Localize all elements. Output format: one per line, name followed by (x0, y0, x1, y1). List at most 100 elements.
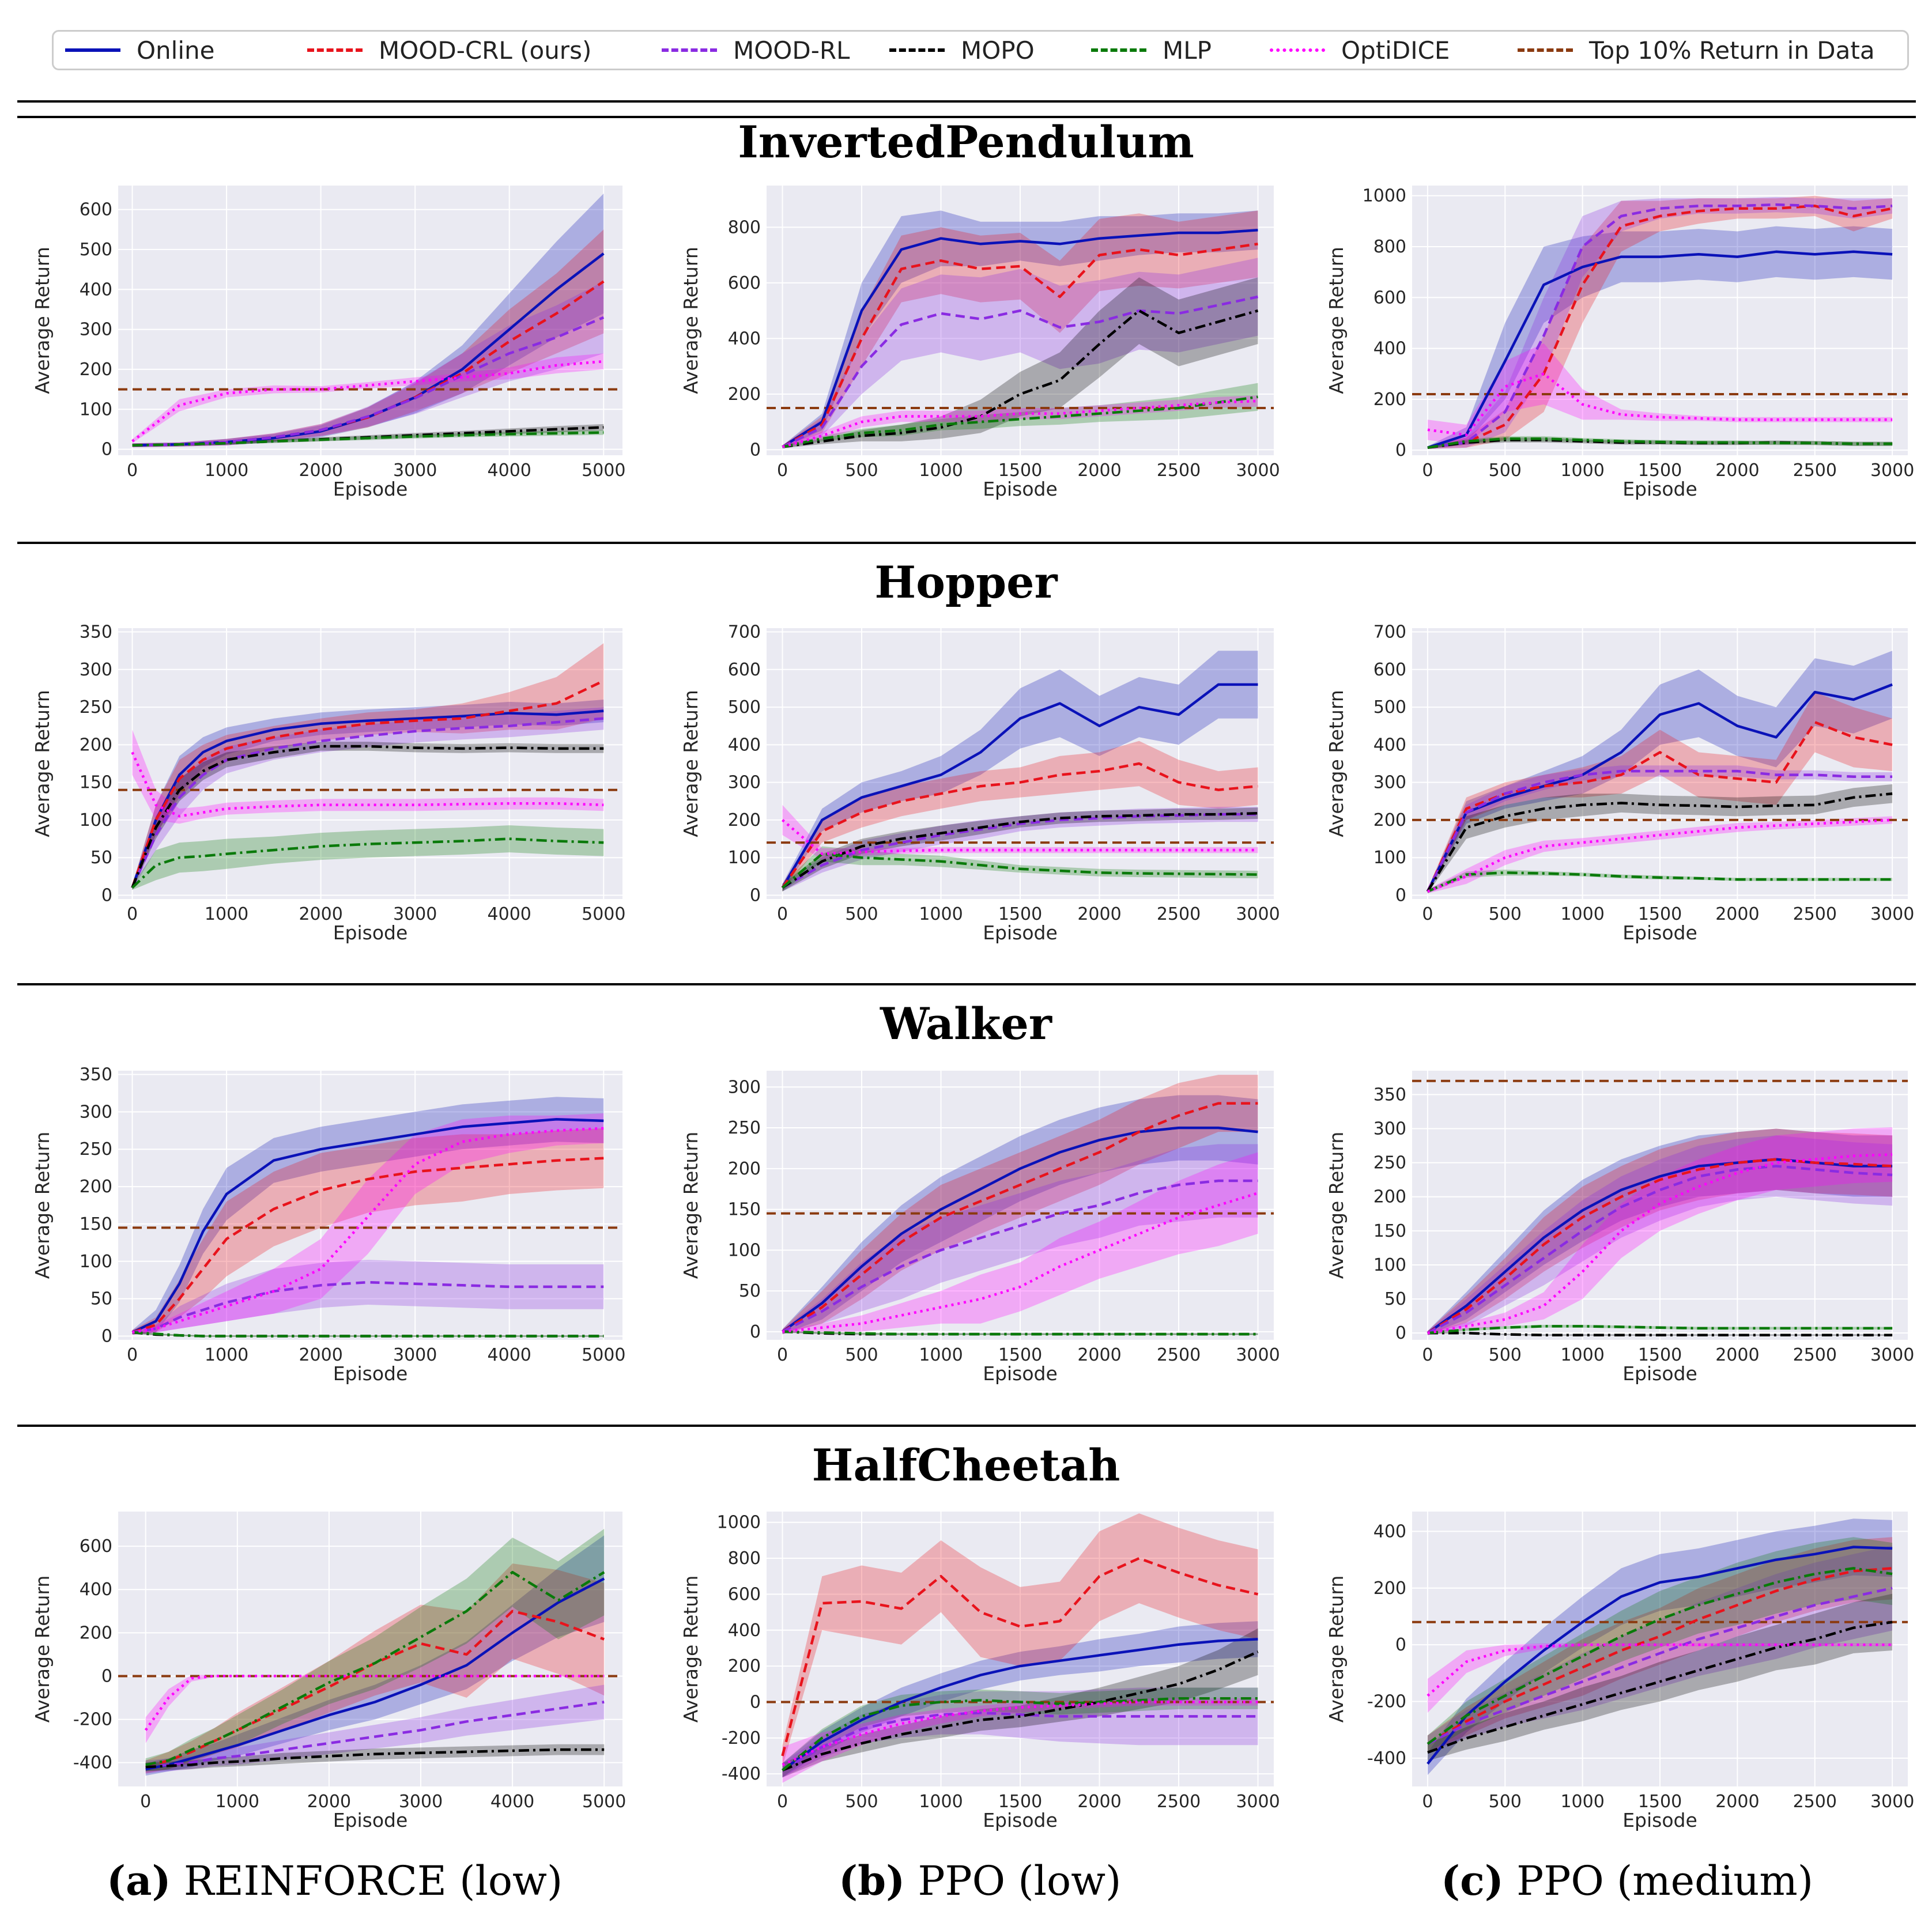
line-mlp (782, 1697, 1258, 1771)
x-tick-label: 3000 (1236, 1792, 1280, 1812)
band-online (1427, 651, 1893, 894)
top-rule-2 (17, 116, 1916, 118)
legend-item-optidice: OptiDICE (1270, 32, 1450, 69)
line-mlp (1427, 1325, 1893, 1335)
caption-b-letter: (b) (839, 1857, 905, 1905)
y-tick-label: 350 (80, 1064, 112, 1085)
caption-b: (b) PPO (low) (839, 1857, 1121, 1905)
line-mlp (1427, 871, 1893, 893)
x-tick-label: 3000 (393, 460, 437, 481)
y-tick-label: 400 (728, 1620, 761, 1641)
band-mood-crl-ours (782, 1075, 1258, 1335)
y-axis-label: Average Return (31, 1576, 54, 1723)
x-tick-label: 0 (1422, 460, 1433, 481)
y-tick-label: 350 (80, 622, 112, 643)
y-tick-label: 400 (1373, 1521, 1406, 1542)
line-mopo (1426, 792, 1893, 893)
x-tick-label: 1000 (205, 904, 248, 924)
y-tick-label: 200 (728, 1159, 761, 1179)
y-tick-label: 150 (728, 1200, 761, 1220)
legend-item-mood-crl-ours: MOOD-CRL (ours) (307, 32, 591, 69)
y-tick-label: -200 (1367, 1691, 1406, 1712)
x-axis-label: Episode (333, 1809, 408, 1831)
line-mood-rl (782, 1179, 1258, 1333)
y-tick-label: 600 (728, 1584, 761, 1604)
x-tick-label: 1500 (998, 904, 1042, 924)
x-tick-label: 1000 (919, 904, 963, 924)
x-tick-label: 4000 (488, 1345, 531, 1365)
x-tick-label: 1500 (1638, 904, 1682, 924)
band-optidice (132, 1113, 604, 1335)
band-optidice (1427, 1643, 1893, 1713)
y-tick-label: 500 (1373, 697, 1406, 717)
line-optidice (1427, 818, 1893, 893)
x-tick-label: 2500 (1793, 1792, 1837, 1812)
band-mood-rl (1427, 1135, 1893, 1335)
x-tick-label: 500 (845, 904, 878, 924)
band-mlp (145, 1529, 605, 1771)
line-mood-crl-ours (1427, 1567, 1893, 1746)
y-tick-label: 800 (728, 1548, 761, 1569)
x-tick-label: 2000 (1715, 460, 1759, 481)
x-tick-label: 4000 (488, 904, 531, 924)
x-tick-label: 1500 (998, 1345, 1042, 1365)
y-tick-label: 1000 (1363, 186, 1406, 206)
caption-a: (a) REINFORCE (low) (107, 1857, 563, 1905)
caption-c: (c) PPO (medium) (1441, 1857, 1813, 1905)
band-mood-crl-ours (145, 1563, 605, 1774)
band-mopo (132, 424, 604, 447)
band-optidice (782, 804, 1258, 860)
line-mlp (1427, 437, 1893, 449)
x-tick-label: 3000 (1236, 904, 1280, 924)
line-mlp (782, 1330, 1258, 1336)
x-tick-label: 2000 (1077, 904, 1121, 924)
y-tick-label: 0 (101, 885, 112, 905)
line-mood-rl (1426, 769, 1893, 892)
x-tick-label: 1500 (1638, 460, 1682, 481)
y-tick-label: -200 (73, 1710, 112, 1730)
legend-label-mopo: MOPO (961, 36, 1035, 65)
band-online (1427, 1128, 1893, 1335)
x-tick-label: 2000 (299, 1345, 342, 1365)
y-tick-label: 600 (80, 1536, 112, 1557)
x-tick-label: 1500 (1638, 1345, 1682, 1365)
x-tick-label: 3000 (1870, 460, 1914, 481)
y-tick-label: 0 (750, 1692, 761, 1712)
line-mood-crl-ours (1427, 1158, 1893, 1335)
line-online (782, 1126, 1258, 1333)
x-axis-label: Episode (333, 1362, 408, 1385)
line-mood-crl-ours (131, 679, 605, 889)
y-tick-label: 50 (739, 1281, 761, 1301)
band-mood-rl (1427, 765, 1893, 894)
x-tick-label: 2500 (1157, 460, 1201, 481)
line-optidice (782, 399, 1258, 448)
y-tick-label: 100 (1373, 1255, 1406, 1275)
band-optidice (1427, 343, 1893, 445)
line-mood-rl (782, 1711, 1258, 1771)
x-tick-label: 0 (127, 460, 138, 481)
line-mlp (145, 1570, 605, 1766)
y-tick-label: 400 (1373, 339, 1406, 359)
plot-area (118, 1071, 622, 1340)
y-tick-label: 150 (80, 773, 112, 793)
band-mood-rl (132, 1260, 604, 1335)
y-tick-label: 300 (80, 1102, 112, 1122)
legend-item-mlp: MLP (1091, 32, 1212, 69)
band-mlp (1427, 1325, 1893, 1335)
line-mood-rl (782, 295, 1258, 448)
band-mopo (1427, 1593, 1893, 1761)
legend-label-mood-rl: MOOD-RL (733, 36, 850, 65)
y-tick-label: 400 (80, 1580, 112, 1600)
band-mood-rl (782, 1144, 1258, 1335)
x-tick-label: 1000 (919, 1792, 963, 1812)
legend-item-mopo: MOPO (889, 32, 1035, 69)
x-tick-label: 2000 (1077, 1792, 1121, 1812)
legend: Online MOOD-CRL (ours) MOOD-RL MOPO MLP OptiD… (52, 30, 1909, 70)
legend-label-mlp: MLP (1163, 36, 1212, 65)
band-mood-crl-ours (782, 741, 1258, 891)
x-tick-label: 500 (1489, 1345, 1522, 1365)
